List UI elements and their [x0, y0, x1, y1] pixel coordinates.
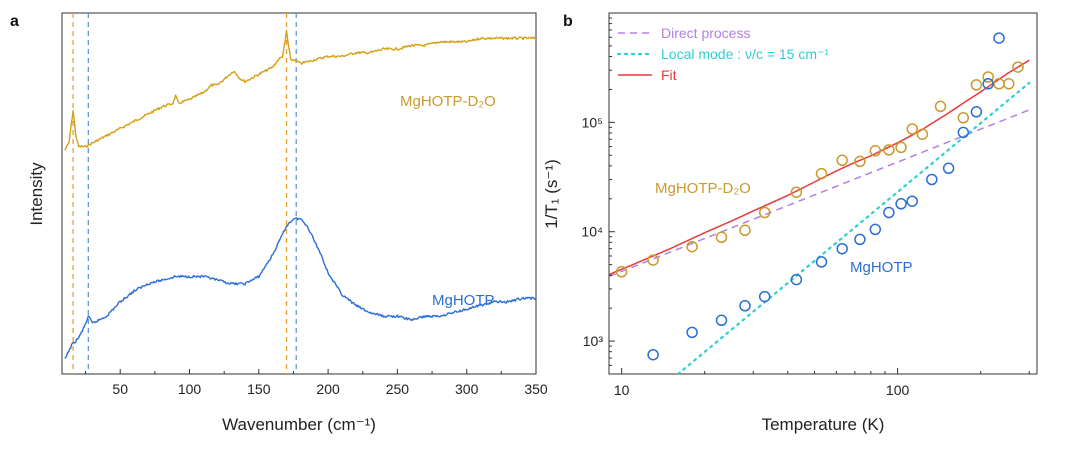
panel-b-data-point — [957, 126, 970, 139]
panel-b-data-point — [758, 290, 771, 303]
panel-b-legend-label: Fit — [661, 67, 677, 83]
panel-b-data-point — [982, 78, 994, 90]
panel-b-data-point — [815, 256, 828, 268]
panel-b-model-line-1 — [676, 81, 1031, 374]
panel-b-data-point — [686, 240, 698, 253]
panel-b-data-point — [970, 106, 983, 118]
panel-b-data-point — [883, 206, 895, 219]
panel-b-data-point — [895, 141, 907, 154]
panel-b-data-point — [1012, 61, 1024, 73]
panel-a-x-tick-label: 200 — [316, 381, 340, 397]
panel-b-data-point — [647, 254, 659, 266]
panel-b-data-point — [715, 314, 728, 327]
panel-b-data-point — [883, 144, 895, 156]
panel-b-data-point — [934, 100, 947, 113]
panel-b-legend-label: Direct process — [661, 25, 750, 41]
panel-b-model-line-0 — [609, 109, 1030, 278]
panel-b-data-point — [686, 326, 698, 339]
panel-a-x-axis-title: Wavenumber (cm⁻¹) — [222, 415, 376, 434]
panel-a-x-tick-label: 300 — [455, 381, 479, 397]
panel-b-plot-frame — [608, 12, 1038, 375]
panel-a-x-tick-label: 150 — [247, 381, 271, 397]
panel-a-x-tick-label: 350 — [524, 381, 548, 397]
panel-a-series-label-mghotp: MgHOTP — [432, 292, 495, 309]
panel-b-data-point — [615, 266, 628, 278]
panel-a-x-tick-label: 100 — [178, 381, 202, 397]
panel-b-data-point — [836, 242, 848, 255]
panel-b-data-point — [970, 79, 983, 91]
panel-b-data-point — [1003, 78, 1015, 90]
panel-b-data-point — [790, 186, 803, 198]
panel-b-series-label-mghotp: MgHOTP — [850, 259, 913, 276]
panel-b-data-point — [739, 224, 751, 237]
panel-b-y-axis-title: 1/T₁ (s⁻¹) — [542, 159, 561, 228]
panel-b-y-tick-label: 10³ — [583, 333, 604, 349]
panel-b-data-point — [906, 123, 918, 135]
panel-b: b 10 100 10³ 10⁴ 10⁵ Direct process Local mod… — [542, 12, 1038, 434]
panel-b-x-tick-label: 100 — [886, 382, 910, 398]
panel-b-data-point — [895, 198, 907, 210]
panel-b-data-point — [993, 32, 1005, 44]
panel-b-data-point — [739, 300, 751, 312]
panel-b-data-point — [815, 167, 828, 180]
panel-b-series-label-d2o: MgHOTP-D₂O — [655, 180, 751, 197]
panel-a-x-tick-label: 250 — [386, 381, 410, 397]
panel-b-data-point — [715, 231, 728, 244]
panel-b-data-point — [957, 112, 970, 124]
panel-b-data-point — [942, 162, 955, 175]
panel-b-data-point — [790, 273, 803, 286]
panel-a-series-label-d2o: MgHOTP-D₂O — [400, 93, 496, 110]
panel-b-data-point — [926, 173, 938, 186]
panel-a-series-line-0 — [64, 29, 537, 151]
panel-b-x-tick-label: 10 — [614, 382, 630, 398]
panel-a-x-tick-label: 50 — [112, 381, 128, 397]
panel-b-data-point — [758, 206, 771, 219]
panel-a: a 50 100 150 200 250 300 350 Wavenumber (cm⁻¹)… — [10, 12, 548, 434]
panel-b-data-point — [854, 233, 866, 246]
panel-a-plot-frame — [61, 12, 537, 375]
panel-b-data-point — [854, 155, 866, 168]
panel-a-y-axis-title: Intensity — [27, 162, 46, 226]
panel-b-data-point — [906, 195, 918, 207]
panel-b-label: b — [563, 13, 573, 30]
panel-b-x-axis-title: Temperature (K) — [762, 415, 885, 434]
panel-b-y-tick-label: 10⁴ — [581, 224, 603, 240]
panel-b-y-tick-label: 10⁵ — [582, 114, 603, 130]
panel-b-data-point — [869, 223, 882, 236]
panel-b-data-point — [916, 128, 929, 140]
panel-b-data-point — [993, 78, 1005, 90]
panel-b-legend-label: Local mode : ν/c = 15 cm⁻¹ — [661, 46, 829, 62]
panel-b-data-point — [836, 154, 848, 167]
panel-b-model-line-2 — [609, 59, 1030, 276]
panel-b-data-point — [869, 145, 882, 157]
panel-a-label: a — [10, 13, 19, 30]
panel-b-data-point — [982, 71, 994, 83]
panel-b-data-point — [647, 348, 659, 361]
panel-a-series-line-1 — [64, 217, 537, 359]
